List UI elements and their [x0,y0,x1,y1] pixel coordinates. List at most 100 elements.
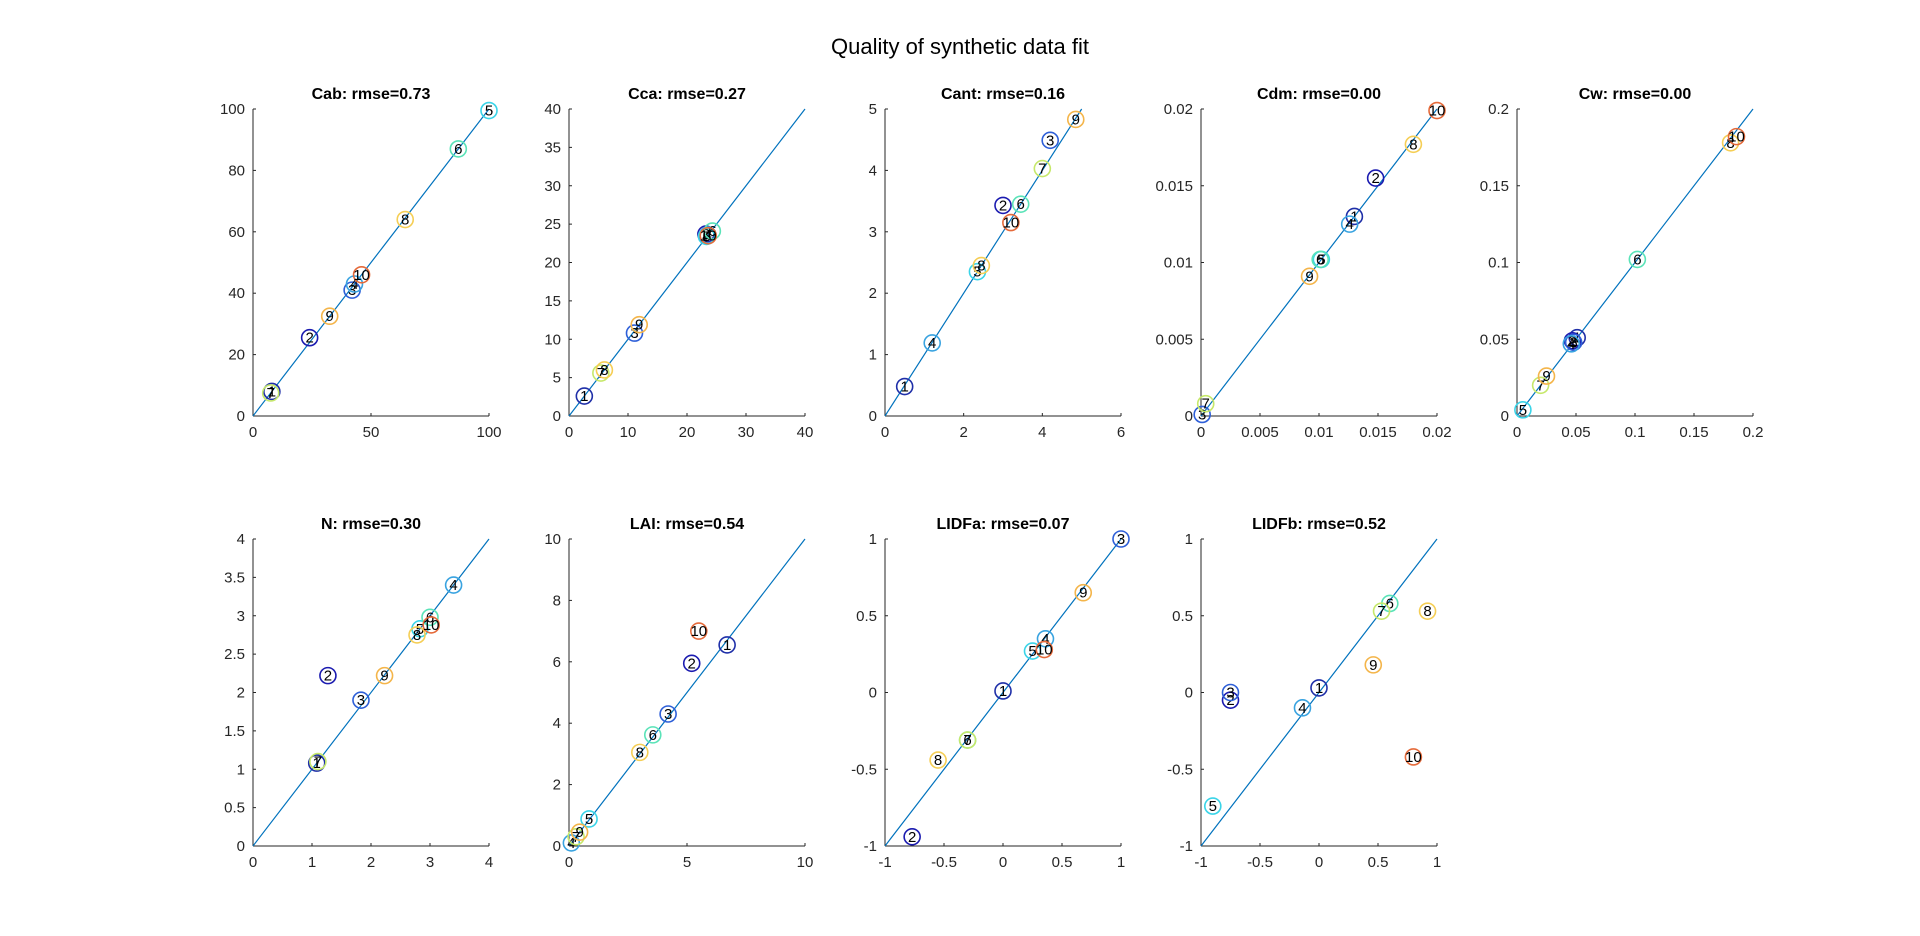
y-tick-label: 2 [237,685,245,702]
data-point-label: 8 [600,362,608,379]
data-point-marker [1562,335,1581,353]
y-tick-label: 0.5 [1172,608,1193,625]
y-tick-label: 30 [544,178,561,195]
x-tick-label: 0 [249,854,257,871]
x-tick-label: 10 [620,424,637,441]
x-tick-label: 0.15 [1679,424,1708,441]
data-point-label: 3 [348,282,356,299]
data-point-label: 7 [1536,377,1544,394]
data-point-label: 9 [326,308,334,325]
x-tick-label: 0.01 [1304,424,1333,441]
data-point-label: 7 [597,365,605,382]
data-point-marker [972,256,991,275]
data-point-label: 8 [934,752,942,769]
data-point-label: 1 [313,755,321,772]
data-point-label: 6 [649,727,657,744]
identity-line [1516,108,1754,417]
identity-line [568,538,806,847]
x-tick-label: 6 [1117,424,1125,441]
subplot-title: Cab: rmse=0.73 [312,86,431,103]
y-tick-label: 5 [553,370,561,387]
data-point-marker [1628,250,1647,269]
y-tick-label: 3 [237,608,245,625]
identity-line [1200,538,1438,847]
data-point-marker [994,196,1012,215]
x-tick-label: 0.2 [1743,424,1764,441]
data-point-label: 6 [1017,196,1025,213]
data-point-label: 7 [572,829,580,846]
y-tick-label: 0 [237,408,245,425]
x-tick-label: 3 [426,854,434,871]
subplot: Cdm: rmse=0.000 0.005 0.01 0.015 0.0200.0050… [1155,86,1451,441]
data-point-label: 8 [1726,135,1734,152]
data-point-marker [703,222,722,240]
y-tick-label: 0.005 [1155,331,1193,348]
data-point-marker [1066,110,1085,129]
data-point-marker [575,387,594,405]
x-tick-label: -0.5 [1247,854,1273,871]
y-tick-label: 0.02 [1164,101,1193,118]
y-tick-label: 35 [544,139,561,156]
data-point-marker [444,576,463,594]
data-point-marker [718,636,736,654]
data-point-marker [1364,656,1383,674]
x-tick-label: 1 [1433,854,1441,871]
data-point-label: 1 [1315,680,1323,697]
x-tick-label: 1 [1117,854,1125,871]
data-point-marker [625,324,644,342]
data-point-label: 7 [314,754,322,771]
data-point-label: 2 [908,829,916,846]
y-tick-label: 0.15 [1480,178,1509,195]
data-point-label: 9 [1072,111,1080,128]
identity-line [884,108,1083,417]
data-point-marker [1366,169,1385,187]
subplot-title: LAI: rmse=0.54 [630,516,744,533]
data-point-label: 8 [413,627,421,644]
y-tick-label: 3 [869,224,877,241]
data-point-marker [300,328,319,347]
data-point-marker [320,307,339,326]
data-point-marker [570,823,589,841]
subplot: LIDFa: rmse=0.07 -1 -0.5 0 0.5 1 -1 -0.5 0 0.5 1 1 2… [851,516,1130,871]
y-tick-label: 10 [544,531,561,548]
data-point-label: 4 [703,227,711,244]
data-point-marker [630,743,649,762]
data-point-marker [1310,679,1328,697]
subplot: Cab: rmse=0.73 0 50 100 0 20 40 60 80 100 1 2 34 5 6 7 8… [220,86,502,441]
data-point-label: 7 [1038,161,1046,178]
x-tick-label: 0.5 [1052,854,1073,871]
data-point-label: 4 [1298,700,1306,717]
data-point-label: 10 [1036,642,1053,659]
data-point-label: 8 [401,212,409,229]
subplot-title: Cca: rmse=0.27 [628,86,746,103]
x-tick-label: 4 [1038,424,1046,441]
data-point-marker [689,622,708,640]
data-point-marker [903,827,921,846]
data-point-label: 9 [1369,657,1377,674]
data-point-marker [1727,127,1746,146]
x-tick-label: 0 [565,854,573,871]
y-tick-label: 5 [869,101,877,118]
data-point-label: 3 [630,325,638,342]
y-tick-label: 8 [553,592,561,609]
x-tick-label: 2 [959,424,967,441]
y-tick-label: 20 [228,347,245,364]
data-point-label: 8 [1423,603,1431,620]
data-point-label: 3 [1226,685,1234,702]
data-point-label: 9 [1079,585,1087,602]
data-point-label: 2 [324,668,332,685]
y-tick-label: 0 [869,408,877,425]
data-point-label: 1 [999,683,1007,700]
data-point-label: 7 [1202,396,1210,413]
data-point-marker [422,616,440,634]
y-tick-label: -1 [1180,838,1193,855]
data-point-label: 3 [1198,406,1206,423]
data-point-marker [595,361,614,379]
y-tick-label: 0 [1185,685,1193,702]
x-tick-label: 0.1 [1625,424,1646,441]
data-point-marker [630,315,649,334]
data-point-marker [682,654,701,673]
data-point-marker [1023,642,1042,660]
data-point-label: 1 [580,388,588,405]
